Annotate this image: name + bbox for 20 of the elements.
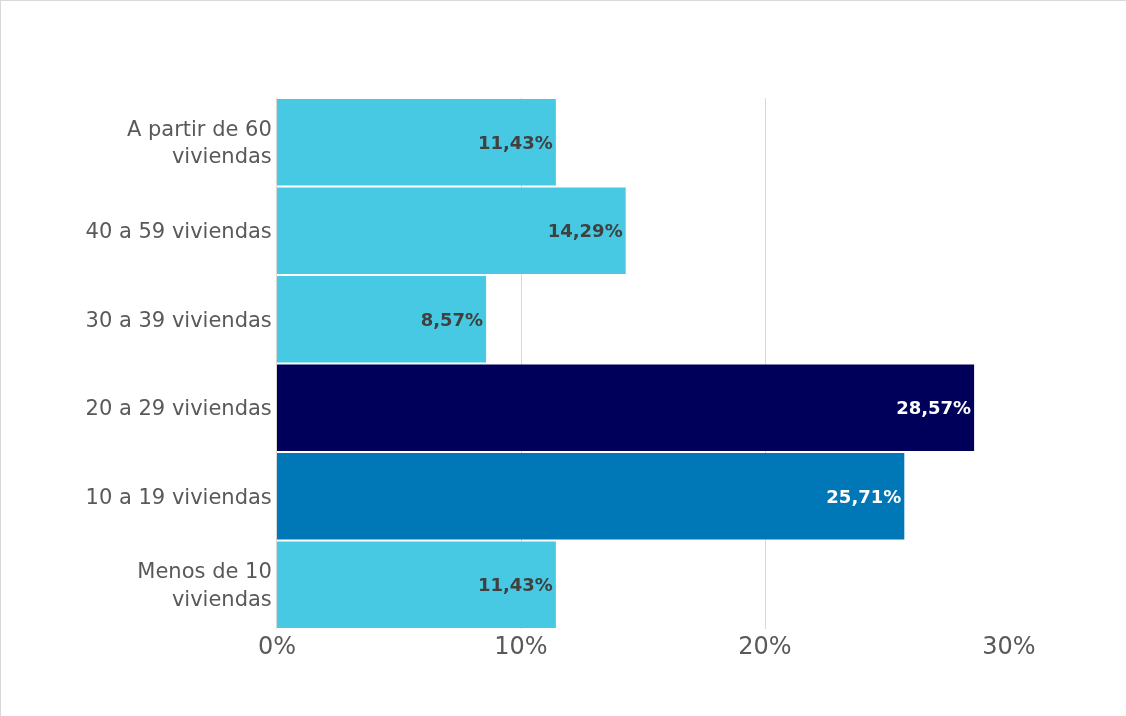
bar bbox=[277, 364, 975, 452]
y-tick-label: A partir de 60 viviendas bbox=[126, 116, 272, 169]
data-label: 25,71% bbox=[826, 485, 902, 507]
y-tick-label: 40 a 59 viviendas bbox=[85, 219, 272, 244]
bar bbox=[277, 452, 905, 540]
x-tick-label: 10% bbox=[494, 632, 548, 660]
bar bbox=[277, 541, 556, 629]
data-label: 11,43% bbox=[477, 131, 553, 153]
y-tick-label: 30 a 39 viviendas bbox=[85, 307, 272, 332]
x-tick-label: 20% bbox=[738, 632, 792, 660]
bar bbox=[277, 275, 487, 363]
data-label: 14,29% bbox=[547, 220, 623, 242]
y-tick-label: 20 a 29 viviendas bbox=[85, 396, 272, 421]
data-label: 8,57% bbox=[420, 308, 484, 330]
data-label: 28,57% bbox=[896, 397, 972, 419]
x-tick-label: 30% bbox=[982, 632, 1036, 660]
y-tick-label: Menos de 10 viviendas bbox=[137, 559, 272, 611]
data-label: 11,43% bbox=[477, 574, 553, 596]
y-tick-label: 10 a 19 viviendas bbox=[85, 484, 272, 509]
x-tick-label: 0% bbox=[257, 632, 297, 660]
